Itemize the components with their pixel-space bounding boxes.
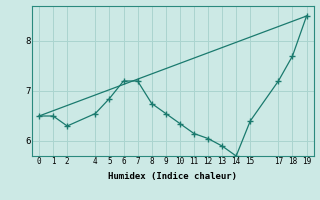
X-axis label: Humidex (Indice chaleur): Humidex (Indice chaleur) bbox=[108, 172, 237, 181]
